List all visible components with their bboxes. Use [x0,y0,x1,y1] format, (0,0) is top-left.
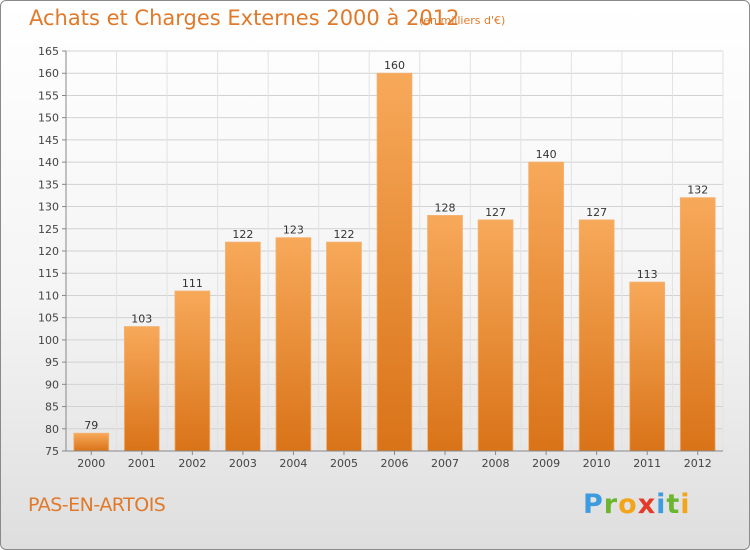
y-tick-label: 145 [38,134,59,147]
x-tick-label: 2002 [178,457,206,470]
x-tick-label: 2009 [532,457,560,470]
y-tick-label: 110 [38,289,59,302]
bar [225,241,261,452]
bar [578,219,615,452]
proxiti-logo[interactable]: Proxiti [583,489,691,520]
y-tick-label: 160 [38,67,59,80]
data-label: 128 [435,201,456,214]
logo-letter: t [666,489,681,520]
data-label: 122 [232,228,253,241]
bar [174,290,211,452]
bars [73,72,716,452]
x-tick-label: 2005 [330,457,358,470]
bar [477,219,514,452]
data-label: 160 [384,59,405,72]
bar [679,197,716,452]
bar [528,161,564,452]
data-label: 132 [687,184,708,197]
data-labels: 79 103 111 122 123 122 160 128 127 140 127 113 132 [84,59,708,432]
logo-letter: o [618,489,638,520]
x-tick-label: 2004 [279,457,307,470]
x-tick-label: 2012 [684,457,712,470]
data-label: 140 [536,148,557,161]
data-label: 103 [131,313,152,326]
bar [376,72,413,452]
data-label: 123 [283,224,304,237]
y-tick-label: 140 [38,156,59,169]
y-tick-label: 85 [45,401,59,414]
logo-letter: r [603,489,619,520]
y-tick-label: 75 [45,445,59,458]
y-tick-label: 80 [45,423,59,436]
logo-letter: i [680,489,691,520]
data-label: 127 [485,206,506,219]
data-label: 113 [637,268,658,281]
data-label: 127 [586,206,607,219]
axes: 75 80 85 90 95 100 105 110 115 120 125 130 135 140 145… [38,45,723,470]
y-tick-label: 155 [38,89,59,102]
y-tick-label: 130 [38,201,59,214]
data-label: 79 [84,419,98,432]
bar [427,215,463,452]
bar [73,432,110,452]
bar [275,237,312,452]
x-tick-label: 2000 [77,457,105,470]
y-tick-label: 135 [38,178,59,191]
y-tick-label: 150 [38,112,59,125]
logo-letter: i [656,489,667,520]
chart-title: Achats et Charges Externes 2000 à 2012 [29,6,460,30]
bar [123,326,160,452]
x-tick-label: 2003 [229,457,257,470]
x-tick-label: 2008 [482,457,510,470]
x-tick-label: 2001 [128,457,156,470]
bar [326,241,362,452]
x-tick-label: 2007 [431,457,459,470]
y-tick-label: 125 [38,223,59,236]
y-tick-label: 120 [38,245,59,258]
y-tick-label: 165 [38,45,59,58]
y-tick-label: 95 [45,356,59,369]
logo-letter: x [637,489,657,520]
data-label: 122 [333,228,354,241]
data-label: 111 [182,277,203,290]
x-tick-label: 2010 [583,457,611,470]
y-tick-label: 105 [38,312,59,325]
x-tick-label: 2006 [381,457,409,470]
y-tick-label: 90 [45,378,59,391]
logo-letter: P [583,489,604,520]
place-name: PAS-EN-ARTOIS [28,494,166,516]
x-tick-label: 2011 [633,457,661,470]
bar [629,281,666,452]
y-tick-label: 115 [38,267,59,280]
y-tick-label: 100 [38,334,59,347]
chart-subtitle: (en milliers d'€) [419,14,506,27]
